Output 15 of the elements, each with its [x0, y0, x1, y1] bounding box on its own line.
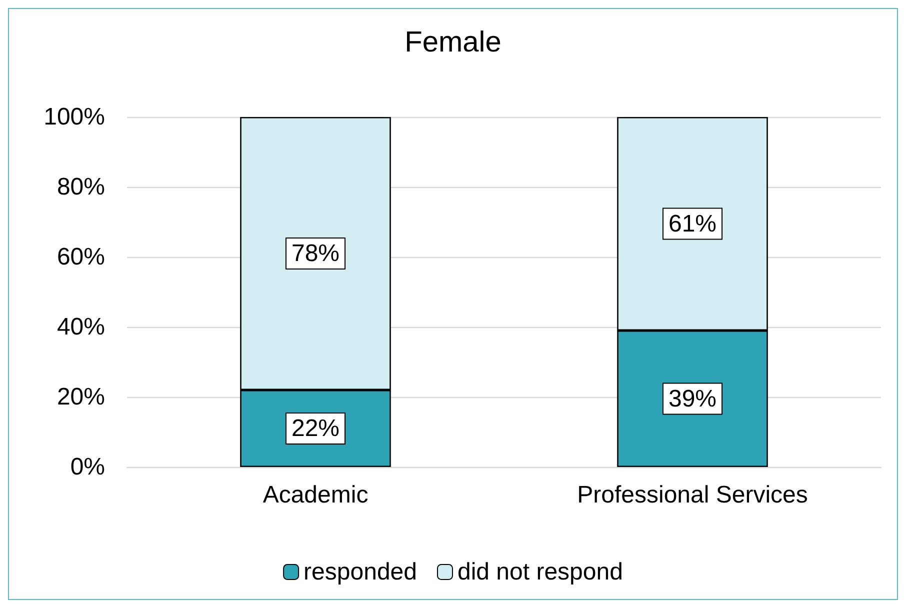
- chart-title: Female: [404, 26, 502, 58]
- y-tick-label: 0%: [70, 454, 105, 480]
- x-tick-label: Professional Services: [577, 482, 808, 508]
- legend-label: responded: [304, 558, 417, 586]
- y-tick-label: 60%: [56, 244, 105, 270]
- data-label: 39%: [668, 385, 717, 412]
- y-tick-label: 40%: [56, 314, 105, 340]
- y-tick-label: 20%: [56, 384, 105, 410]
- y-tick-label: 100%: [44, 104, 105, 130]
- data-label: 78%: [291, 240, 340, 267]
- data-label: 61%: [668, 210, 717, 238]
- y-tick-label: 80%: [56, 174, 105, 200]
- x-tick-label: Academic: [262, 482, 368, 508]
- legend-label: did not respond: [457, 558, 623, 586]
- data-label: 22%: [291, 415, 340, 442]
